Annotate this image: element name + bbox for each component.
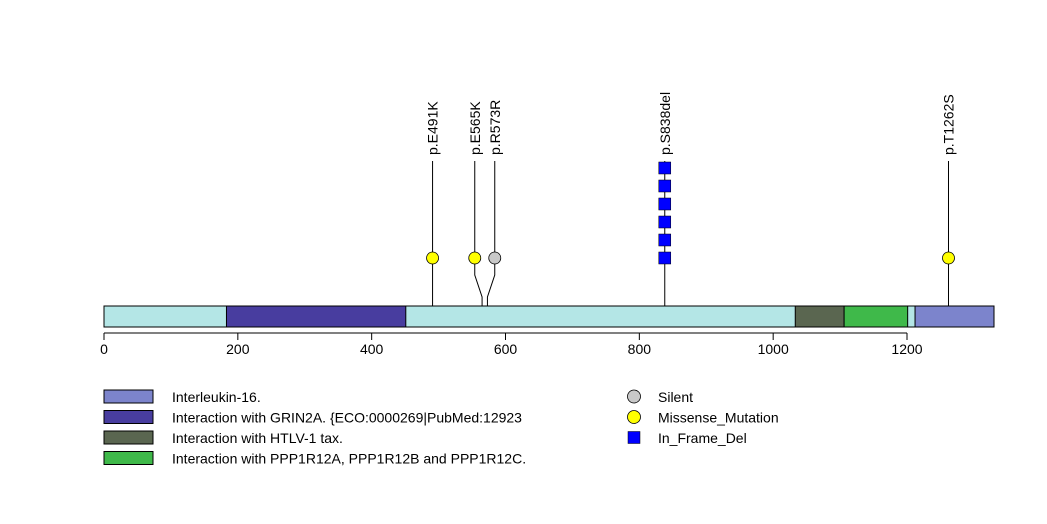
legend-label-domain-0: Interaction with GRIN2A. {ECO:0000269|Pu… bbox=[172, 410, 522, 426]
mutation-labels: p.E491K p.E565K p.R573R p.S838del p.T1262S bbox=[425, 92, 957, 155]
x-tick-label-400: 400 bbox=[360, 341, 384, 357]
x-tick-label-0: 0 bbox=[100, 341, 108, 357]
legend: Interleukin-16. Interaction with GRIN2A. … bbox=[103, 389, 779, 467]
legend-swatch-domain-2 bbox=[103, 451, 154, 465]
legend-label-domain-2: Interaction with PPP1R12A, PPP1R12B and … bbox=[172, 451, 526, 467]
mutation-label-p-t1262s: p.T1262S bbox=[940, 94, 956, 155]
marker-p-s838del-6 bbox=[658, 161, 672, 175]
mutation-label-p-s838del: p.S838del bbox=[657, 92, 673, 155]
x-axis: 0 200 400 600 800 1000 1200 bbox=[100, 332, 923, 357]
domain-1 bbox=[794, 305, 845, 328]
legend-marker-in-frame-del bbox=[627, 431, 641, 444]
x-tick-label-1000: 1000 bbox=[758, 341, 789, 357]
legend-swatch-domain-1 bbox=[103, 430, 154, 445]
mutation-label-p-e565k: p.E565K bbox=[467, 101, 483, 155]
marker-p-e565k-1 bbox=[468, 251, 482, 265]
marker-p-s838del-3 bbox=[658, 215, 672, 229]
marker-p-r573r-1 bbox=[488, 251, 502, 265]
marker-p-s838del-5 bbox=[658, 179, 672, 193]
domain-2 bbox=[843, 305, 909, 328]
marker-p-t1262s-1 bbox=[942, 251, 955, 265]
protein-backbone-group bbox=[103, 305, 995, 328]
domain-0 bbox=[225, 305, 407, 328]
legend-label-missense-mutation: Missense_Mutation bbox=[658, 410, 779, 426]
legend-swatch-domain-3 bbox=[103, 389, 154, 404]
legend-marker-silent bbox=[627, 389, 641, 404]
mutation-label-p-r573r: p.R573R bbox=[487, 100, 503, 155]
legend-label-domain-1: Interaction with HTLV-1 tax. bbox=[172, 430, 343, 446]
x-tick-label-800: 800 bbox=[628, 341, 652, 357]
marker-p-e491k-1 bbox=[426, 251, 439, 265]
legend-label-in-frame-del: In_Frame_Del bbox=[658, 430, 747, 446]
stem-p-e565k bbox=[474, 161, 483, 316]
stem-p-r573r bbox=[486, 161, 496, 316]
mutation-label-p-e491k: p.E491K bbox=[425, 101, 441, 155]
marker-p-s838del-2 bbox=[658, 233, 672, 247]
x-tick-label-1200: 1200 bbox=[891, 341, 922, 357]
legend-swatch-domain-0 bbox=[103, 410, 154, 424]
x-tick-label-200: 200 bbox=[226, 341, 250, 357]
x-tick-label-600: 600 bbox=[494, 341, 518, 357]
mutation-markers bbox=[426, 161, 955, 265]
legend-marker-missense-mutation bbox=[627, 410, 641, 424]
legend-label-silent: Silent bbox=[658, 389, 693, 405]
legend-label-domain-3: Interleukin-16. bbox=[172, 389, 261, 405]
marker-p-s838del-1 bbox=[658, 251, 672, 265]
marker-p-s838del-4 bbox=[658, 197, 672, 211]
domain-3 bbox=[914, 305, 995, 328]
mutation-stems bbox=[432, 161, 949, 316]
